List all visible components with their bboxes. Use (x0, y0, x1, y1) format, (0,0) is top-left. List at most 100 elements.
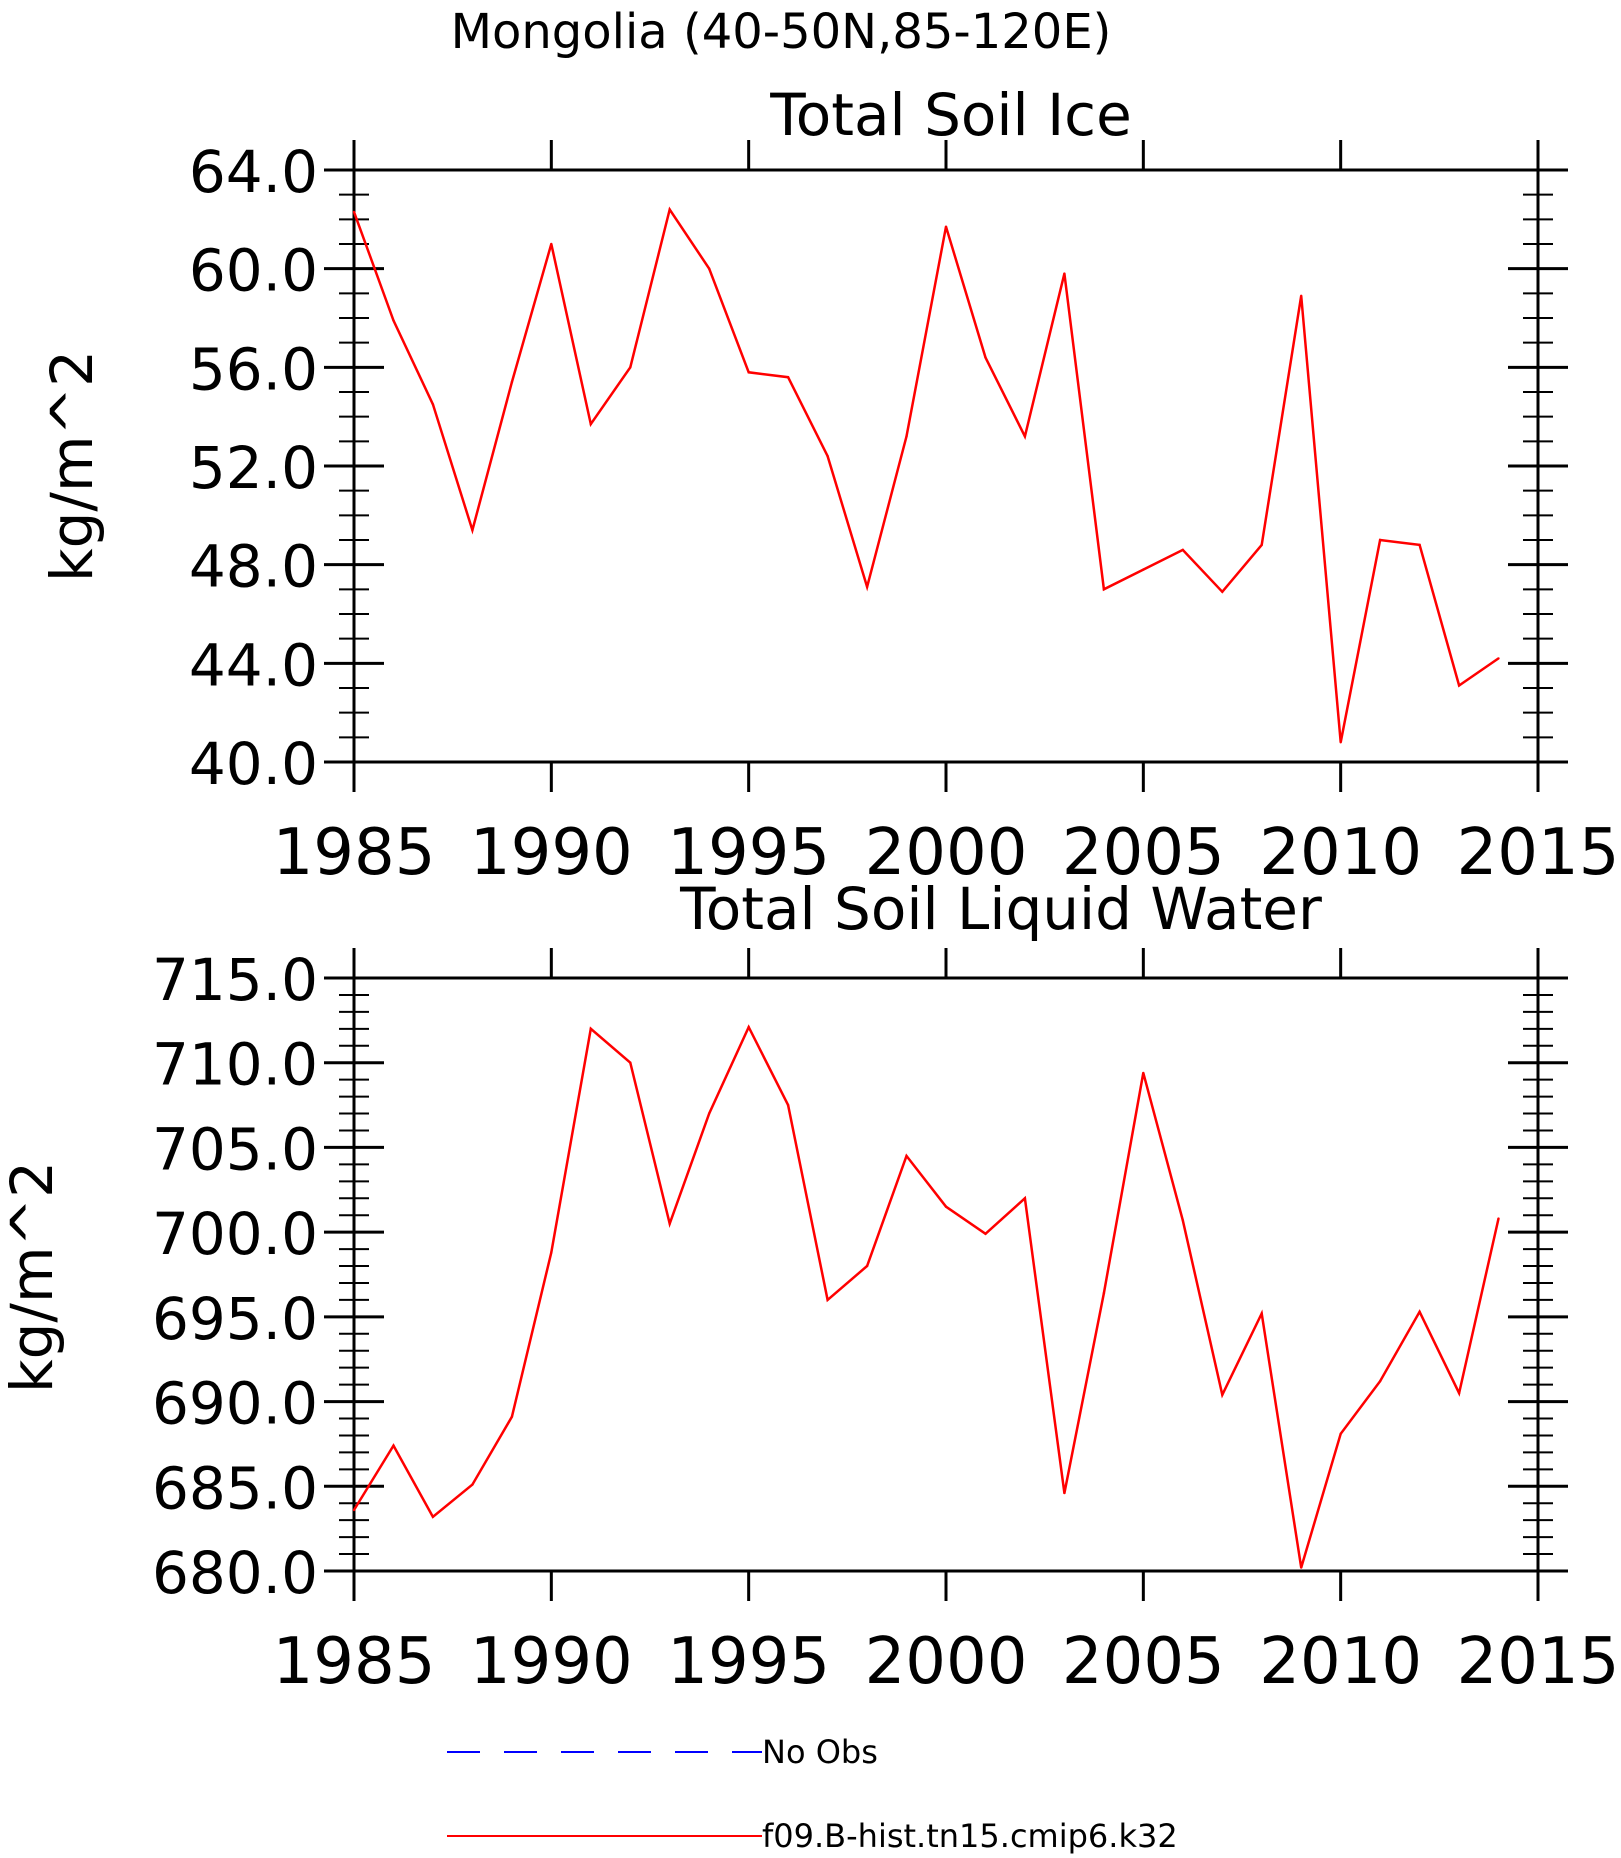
data-point (747, 1025, 750, 1029)
data-point (431, 403, 435, 406)
data-point (944, 225, 948, 228)
data-point (1102, 1291, 1106, 1295)
data-point (589, 422, 592, 426)
data-point (905, 435, 908, 438)
data-point (708, 1112, 711, 1115)
data-point (1497, 1217, 1500, 1220)
data-point (865, 585, 869, 589)
data-point (1023, 1197, 1027, 1200)
data-point (1142, 1071, 1145, 1075)
data-point (1181, 548, 1185, 552)
data-point (747, 371, 750, 374)
data-point (826, 1298, 829, 1302)
data-point (471, 1483, 474, 1486)
x-tick-label: 1990 (470, 816, 633, 890)
x-tick-label: 2015 (1457, 816, 1620, 890)
data-point (550, 1251, 553, 1254)
y-axis-label: kg/m^2 (38, 350, 106, 582)
data-point (786, 1103, 790, 1107)
data-point (392, 1444, 395, 1447)
series-line (352, 206, 1500, 743)
data-point (1378, 538, 1382, 542)
data-point (1457, 684, 1461, 687)
legend-label-model-run: f09.B-hist.tn15.cmip6.k32 (762, 1817, 1178, 1855)
data-point (1142, 568, 1145, 571)
plot-area-soil-liquid-water: 1985 1990 1995 2000 2005 2010 2015 680.0 685.0 69… (0, 946, 1619, 1699)
y-tick-label: 705.0 (152, 1115, 318, 1183)
x-tick-label: 1995 (667, 816, 830, 890)
y-tick-label: 700.0 (152, 1200, 318, 1268)
plot-frame (352, 976, 1540, 1573)
data-point (708, 267, 711, 270)
data-point (1063, 272, 1066, 275)
data-point (1023, 435, 1027, 438)
x-tick-label: 2000 (865, 1625, 1028, 1699)
plot-frame (352, 168, 1540, 764)
data-point (629, 366, 632, 369)
y-tick-label: 48.0 (189, 533, 318, 601)
data-point (352, 1508, 356, 1512)
y-axis-label: kg/m^2 (0, 1161, 66, 1393)
y-tick-label: 40.0 (189, 730, 318, 798)
y-tick-label: 685.0 (152, 1454, 318, 1522)
x-tick-label: 2010 (1259, 816, 1422, 890)
y-tick-label: 44.0 (189, 631, 318, 699)
panel-soil-liquid-water: Total Soil Liquid Water 1985 1990 1995 2000… (0, 875, 1619, 1699)
y-tick-label: 60.0 (189, 237, 318, 305)
data-point (1339, 1432, 1342, 1436)
legend-label-no-obs: No Obs (762, 1733, 878, 1771)
data-point (1497, 657, 1500, 660)
data-point (1063, 1491, 1066, 1495)
data-point (668, 208, 671, 211)
main-title: Mongolia (40-50N,85-120E) (451, 4, 1112, 60)
data-point (1418, 543, 1421, 547)
x-tick-label: 2010 (1259, 1625, 1422, 1699)
data-point (786, 376, 790, 379)
data-point (1221, 590, 1224, 593)
data-point (984, 356, 987, 359)
legend: No Obs f09.B-hist.tn15.cmip6.k32 (447, 1733, 1178, 1855)
data-point (550, 242, 553, 246)
data-point (1378, 1380, 1382, 1383)
y-tick-label: 695.0 (152, 1285, 318, 1353)
data-point (510, 380, 514, 384)
data-point (1102, 588, 1106, 591)
data-point (392, 319, 395, 322)
data-point (352, 210, 356, 214)
y-tick-label: 52.0 (189, 434, 318, 502)
x-tick-label: 1985 (273, 1625, 436, 1699)
data-point (944, 1205, 948, 1208)
y-tick-label: 715.0 (152, 946, 318, 1014)
legend-item-no-obs: No Obs (447, 1733, 878, 1771)
data-point (668, 1222, 671, 1225)
panel-title-soil-ice: Total Soil Ice (769, 81, 1132, 149)
y-tick-label: 690.0 (152, 1370, 318, 1438)
data-point (431, 1515, 435, 1519)
panel-title-soil-liquid-water: Total Soil Liquid Water (679, 875, 1322, 943)
data-point (865, 1264, 869, 1268)
data-point (1300, 1566, 1303, 1569)
data-point (1221, 1393, 1224, 1397)
x-tick-label: 2000 (865, 816, 1028, 890)
x-tick-label: 1995 (667, 1625, 830, 1699)
series-line (352, 1024, 1500, 1568)
data-point (471, 528, 474, 532)
data-point (905, 1154, 908, 1158)
y-tick-label: 56.0 (189, 335, 318, 403)
legend-item-model-run: f09.B-hist.tn15.cmip6.k32 (447, 1817, 1178, 1855)
data-point (1181, 1219, 1185, 1222)
data-point (510, 1415, 514, 1419)
panel-soil-ice: Total Soil Ice 1985 1990 1995 2000 2005 2010 2… (38, 81, 1619, 890)
data-point (1418, 1310, 1421, 1314)
y-tick-label: 680.0 (152, 1539, 318, 1607)
data-point (589, 1027, 592, 1031)
data-point (629, 1061, 632, 1064)
data-point (1300, 294, 1303, 297)
plot-area-soil-ice: 1985 1990 1995 2000 2005 2010 2015 40.0 44.0 48.0… (38, 138, 1619, 890)
data-point (1260, 1312, 1263, 1315)
x-tick-label: 1990 (470, 1625, 633, 1699)
x-tick-label: 2005 (1062, 816, 1225, 890)
data-point (984, 1232, 987, 1236)
y-tick-label: 710.0 (152, 1031, 318, 1099)
